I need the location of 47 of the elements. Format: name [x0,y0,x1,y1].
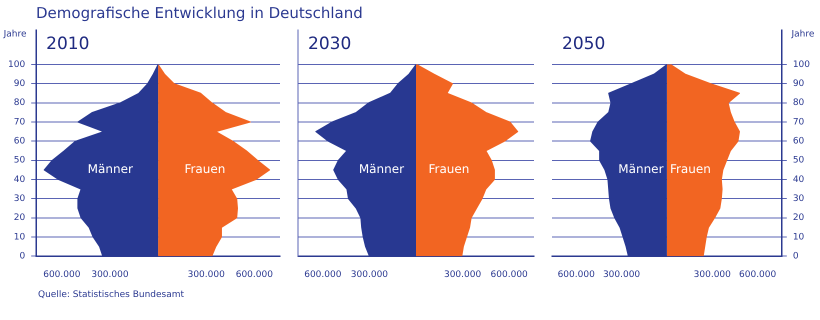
y-tick-label: 60 [14,136,26,147]
y-tick-label: 10 [792,232,805,242]
y-tick-label: 30 [14,194,26,204]
y-tick-label: 70 [14,117,26,128]
series-label: Männer [88,162,133,176]
y-tick-label: 50 [792,156,805,166]
series-label: Männer [358,162,404,176]
x-tick-label: 300.000 [602,270,640,280]
y-tick-label: 10 [14,232,26,242]
y-tick-label: 20 [14,213,26,224]
y-tick-label: 80 [14,98,26,108]
chart-title: Demografische Entwicklung in Deutschland [36,4,364,22]
x-tick-label: 600.000 [490,270,528,280]
x-tick-label: 600.000 [739,270,777,280]
y-tick-label: 20 [792,213,805,224]
y-tick-label: 60 [792,136,805,147]
y-axis-title: Jahre [2,29,28,40]
y-tick-label: 100 [792,60,810,70]
y-tick-label: 30 [792,194,805,204]
x-tick-label: 300.000 [694,270,732,280]
series-label: Frauen [428,162,470,176]
y-tick-label: 0 [19,252,26,262]
x-tick-label: 300.000 [91,270,129,280]
x-tick-label: 600.000 [304,270,342,280]
x-tick-label: 600.000 [236,270,274,280]
x-tick-label: 300.000 [188,270,226,280]
y-tick-label: 0 [792,252,799,262]
source-note: Quelle: Statistisches Bundesamt [38,290,186,300]
chart-subtitle: 2030 [308,34,352,54]
chart-subtitle: 2050 [562,34,606,54]
y-tick-label: 50 [14,156,26,166]
chart-subtitle: 2010 [46,34,90,54]
series-label: Männer [618,162,664,176]
y-tick-label: 80 [792,98,805,108]
y-axis-title: Jahre [790,29,815,40]
y-tick-label: 70 [792,117,805,128]
x-tick-label: 300.000 [350,270,388,280]
x-tick-label: 600.000 [43,270,81,280]
series-label: Frauen [670,162,711,176]
x-tick-label: 300.000 [444,270,482,280]
y-tick-label: 90 [792,79,805,90]
x-tick-label: 600.000 [558,270,596,280]
y-tick-label: 90 [14,79,26,90]
series-label: Frauen [184,162,226,176]
y-tick-label: 40 [14,174,26,185]
y-tick-label: 100 [8,60,26,70]
y-tick-label: 40 [792,174,805,185]
